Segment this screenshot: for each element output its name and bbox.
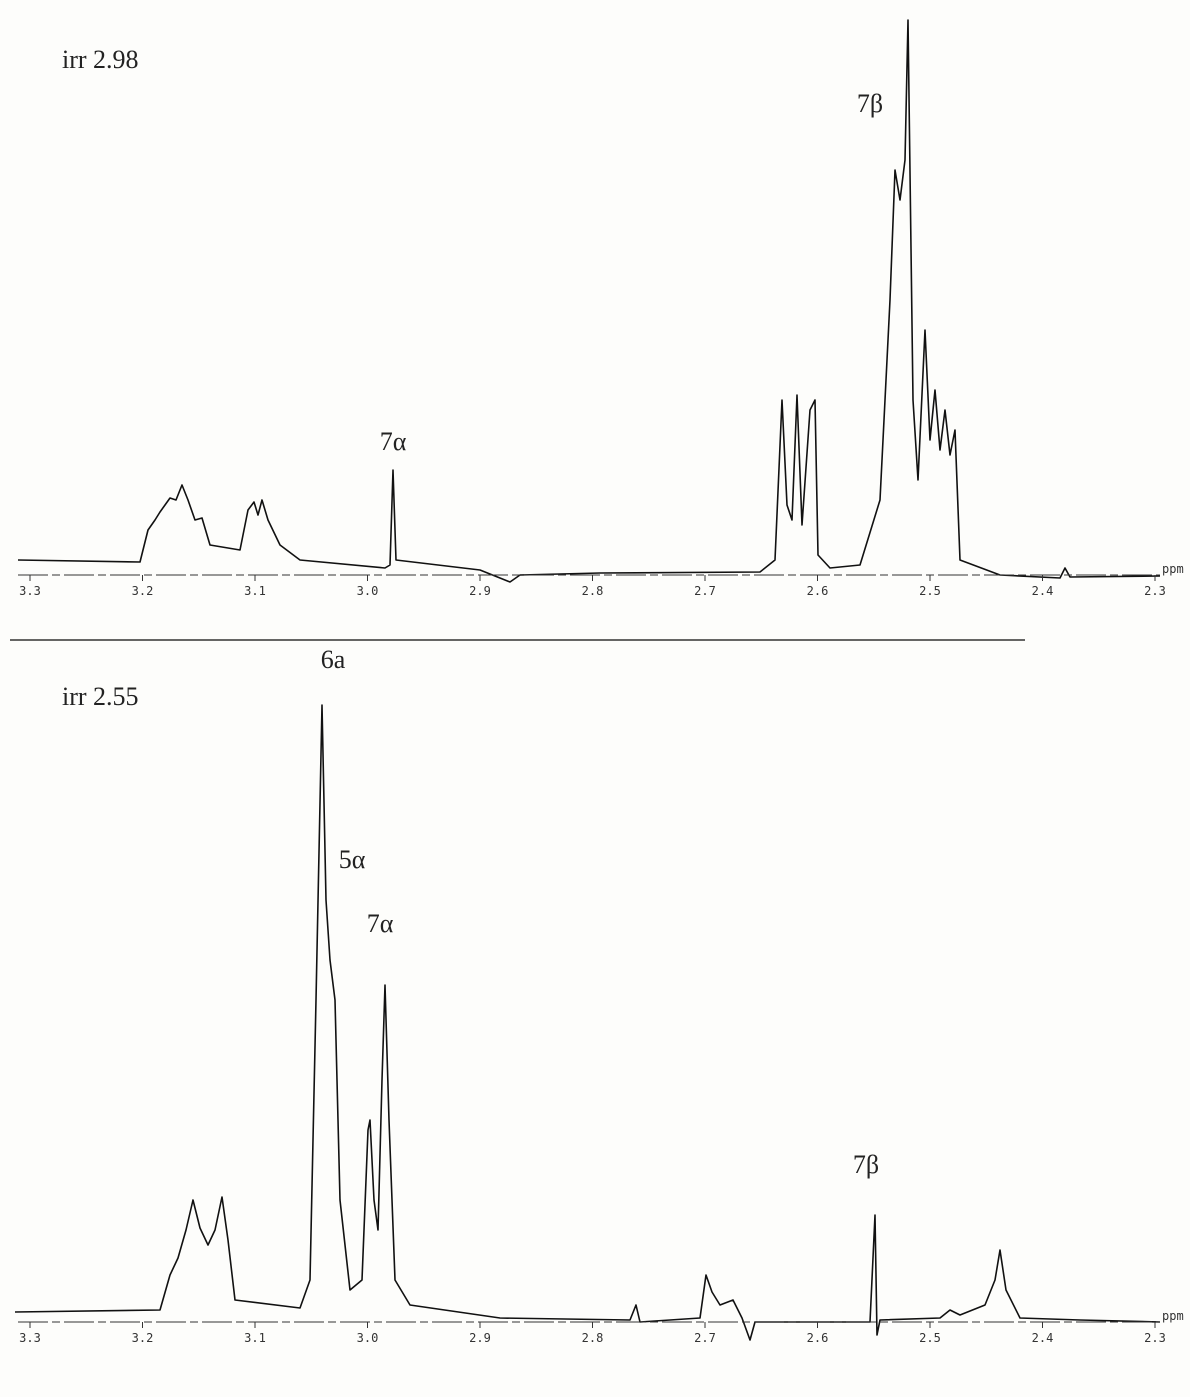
x-tick-label: 2.7 xyxy=(694,584,716,598)
axis-unit: ppm xyxy=(1162,1309,1184,1323)
x-tick-label: 3.1 xyxy=(244,584,266,598)
peak-label: 6a xyxy=(321,645,346,674)
x-tick-label: 2.5 xyxy=(919,1331,941,1345)
panel-label: irr 2.98 xyxy=(62,45,139,74)
x-tick-label: 2.3 xyxy=(1144,1331,1166,1345)
x-tick-label: 3.1 xyxy=(244,1331,266,1345)
spectrum-1 xyxy=(17,19,1161,583)
x-tick-label: 2.5 xyxy=(919,584,941,598)
spectrum-2 xyxy=(14,704,1161,1341)
x-tick-label: 3.0 xyxy=(357,1331,379,1345)
x-tick-label: 2.9 xyxy=(469,1331,491,1345)
x-tick-label: 2.3 xyxy=(1144,584,1166,598)
peak-label: 7β xyxy=(853,1150,879,1179)
peak-label: 5α xyxy=(339,845,366,874)
x-tick-label: 2.9 xyxy=(469,584,491,598)
axis-unit: ppm xyxy=(1162,562,1184,576)
x-tick-label: 2.4 xyxy=(1032,584,1054,598)
x-tick-label: 3.2 xyxy=(132,584,154,598)
x-tick-label: 3.2 xyxy=(132,1331,154,1345)
x-tick-label: 3.0 xyxy=(357,584,379,598)
x-tick-label: 2.6 xyxy=(807,1331,829,1345)
peak-label: 7α xyxy=(367,909,394,938)
x-tick-label: 2.7 xyxy=(694,1331,716,1345)
x-tick-label: 2.4 xyxy=(1032,1331,1054,1345)
x-tick-label: 2.8 xyxy=(582,584,604,598)
x-tick-label: 3.3 xyxy=(19,1331,41,1345)
peak-label: 7β xyxy=(857,89,883,118)
panel-label: irr 2.55 xyxy=(62,682,139,711)
x-tick-label: 2.8 xyxy=(582,1331,604,1345)
x-tick-label: 2.6 xyxy=(807,584,829,598)
peak-label: 7α xyxy=(380,427,407,456)
x-tick-label: 3.3 xyxy=(19,584,41,598)
